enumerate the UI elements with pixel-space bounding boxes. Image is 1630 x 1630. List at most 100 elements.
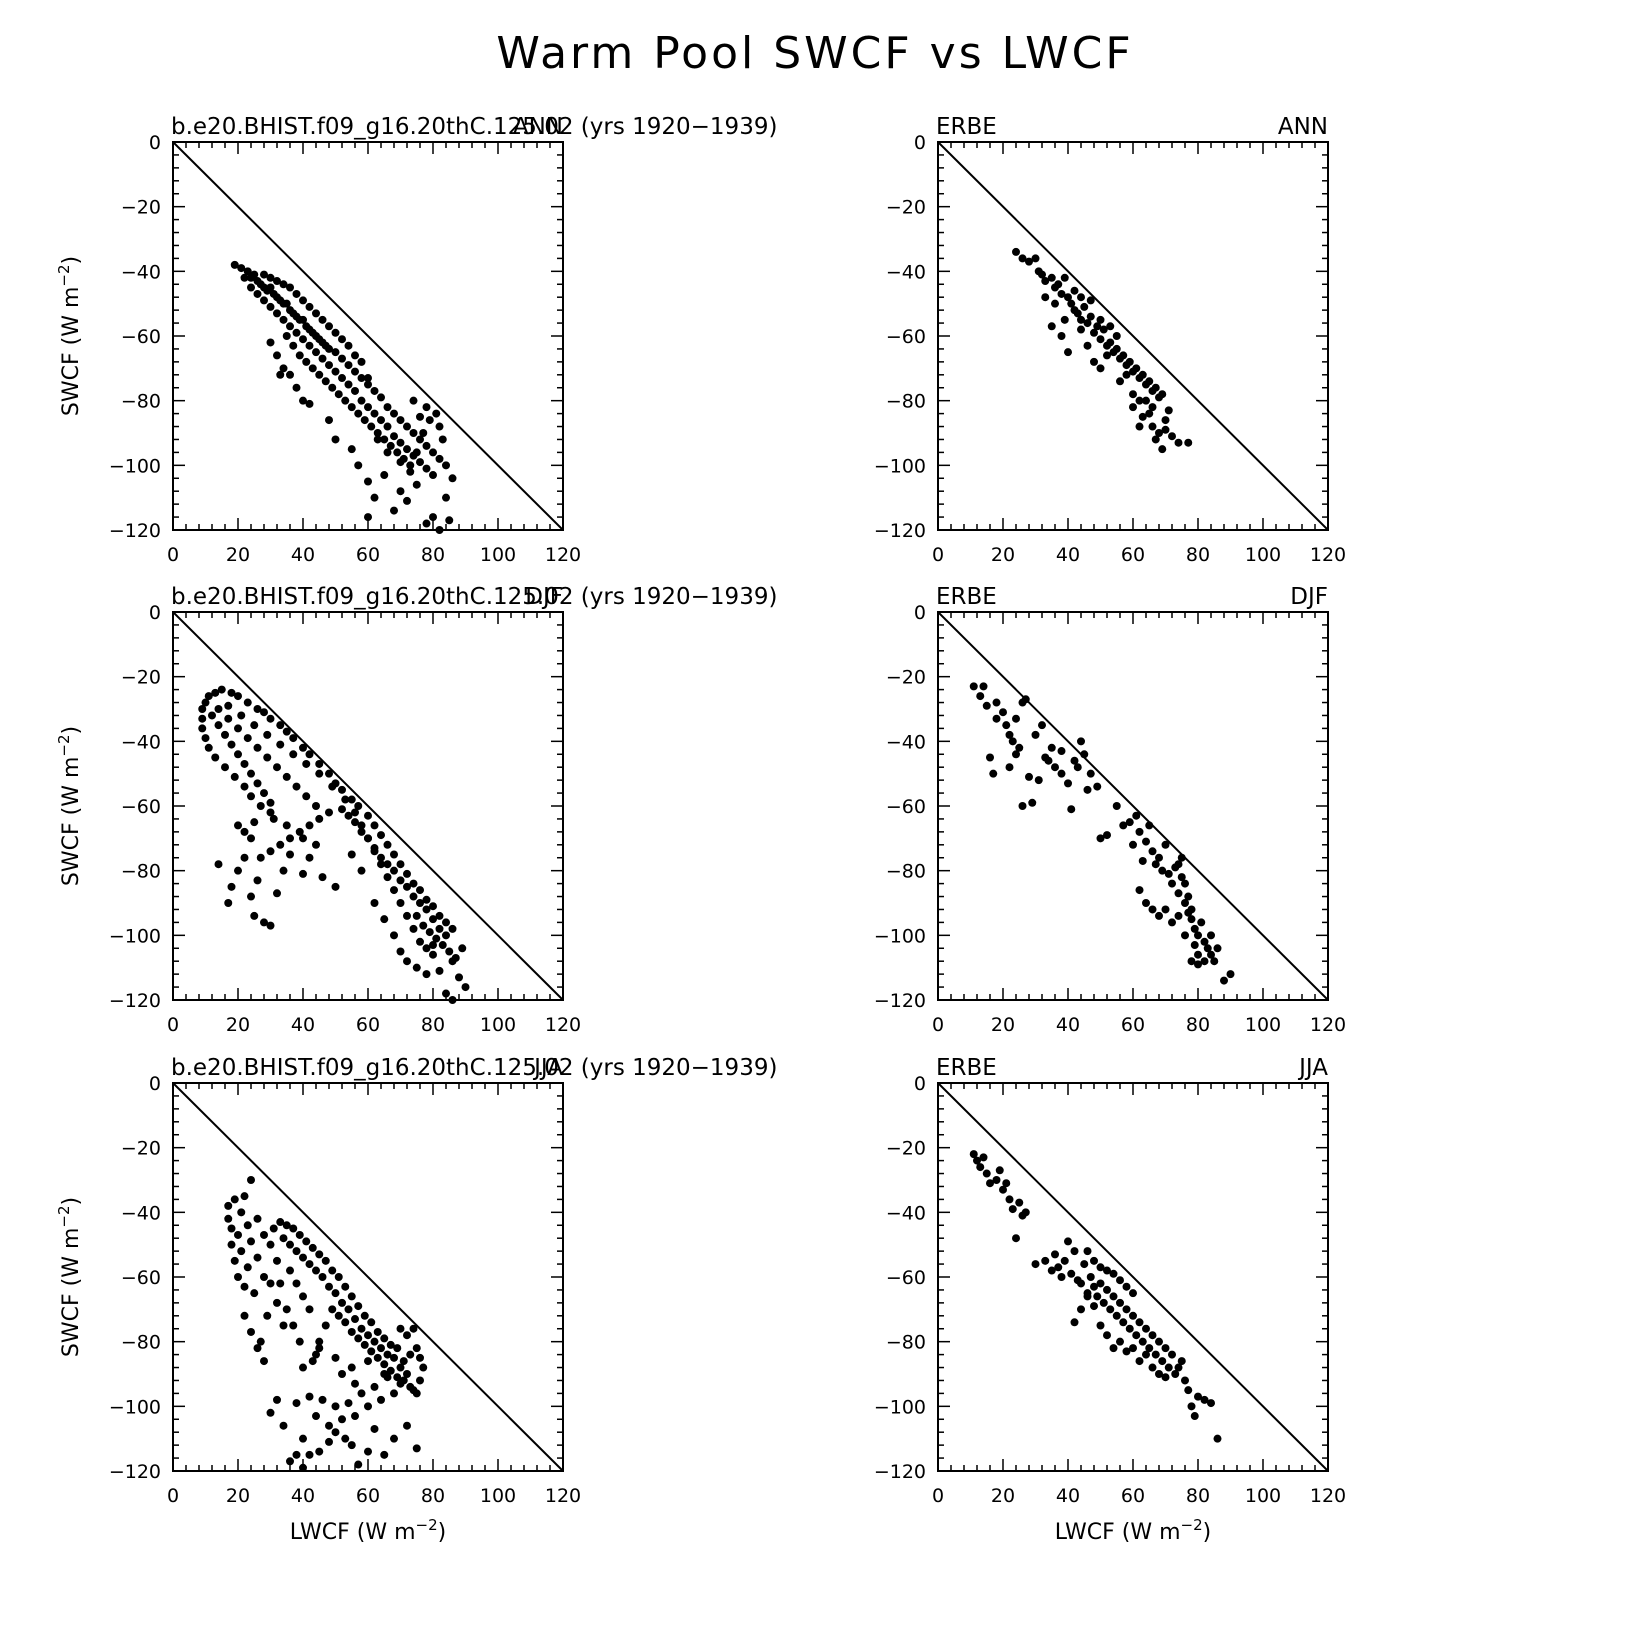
data-point [399,1357,408,1366]
data-point [273,1256,281,1265]
data-point [237,264,246,273]
panel-season-label: DJF [1290,584,1328,610]
y-tick-label: −20 [886,1138,926,1160]
data-point [344,1399,353,1408]
data-point [1086,1273,1095,1281]
y-tick-label: −100 [874,925,926,947]
data-point [341,396,350,405]
data-point [321,377,330,386]
data-point [409,892,418,901]
data-point [1207,931,1215,940]
data-point [1064,1237,1072,1246]
data-point [416,1376,424,1385]
data-point [325,1437,333,1446]
data-point [432,409,441,418]
data-point [429,513,437,522]
data-point [403,957,411,966]
data-point [383,422,392,431]
data-point [292,328,301,337]
y-tick-label: −120 [874,520,926,542]
data-point [243,1263,252,1272]
reference-line [172,141,564,531]
data-point [419,1363,428,1372]
data-point [211,688,220,697]
x-tick-label: 120 [545,1485,581,1507]
data-point [409,879,418,888]
data-point [1190,924,1199,933]
data-point [396,876,405,885]
data-point [351,808,359,817]
data-point [276,840,285,849]
y-axis-title: SWCF (W m−2) [55,256,84,416]
data-point [364,1447,372,1456]
x-tick-label: 120 [1310,1485,1346,1507]
data-point [312,840,320,849]
reference-line [937,1082,1329,1472]
data-point [403,1370,411,1378]
data-point [315,814,324,823]
x-axis-title: LWCF (W m−2) [1055,1516,1211,1545]
x-tick-label: 20 [991,544,1015,566]
data-point [328,1305,337,1314]
data-point [992,1176,1001,1184]
data-point [412,911,421,920]
data-point [305,853,314,862]
data-point [292,1247,301,1256]
data-point [256,853,265,862]
data-point [403,1421,411,1430]
data-point [292,289,301,298]
data-point [377,393,385,402]
reference-line [172,611,564,1001]
data-point [1158,1357,1167,1366]
data-point [1145,377,1154,386]
x-tick-label: 80 [1186,1014,1210,1036]
data-point [247,834,255,843]
data-point [403,445,411,454]
data-point [247,283,255,292]
data-point [1047,743,1056,752]
data-point [299,743,307,752]
data-point [347,1441,356,1450]
data-point [269,1224,278,1233]
x-tick-label: 0 [932,1485,944,1507]
data-point [1070,286,1079,295]
figure-title: Warm Pool SWCF vs LWCF [496,28,1134,79]
data-point [976,692,985,701]
data-point [1018,802,1027,810]
data-point [198,705,207,713]
x-axis-title-exponent: −2 [416,1516,438,1534]
data-point [230,260,239,269]
data-point [273,277,281,286]
data-point [299,1292,307,1301]
data-point [1161,416,1170,425]
data-point [354,1460,363,1469]
data-point [1122,1305,1131,1314]
data-point [1077,325,1085,334]
data-point [390,409,398,418]
data-point [393,1373,402,1382]
data-point [234,750,242,759]
data-point [1041,1256,1050,1265]
data-point [1083,341,1092,350]
data-point [266,808,275,817]
data-point [1164,1363,1173,1372]
data-point [451,953,460,962]
x-tick-label: 80 [421,1485,445,1507]
data-point [1177,1357,1186,1366]
y-tick-label: 0 [149,602,161,624]
data-point [299,1434,307,1443]
data-point [230,1256,239,1265]
data-point [1174,911,1183,920]
data-point [390,850,398,859]
data-point [1168,1350,1176,1359]
data-point [347,1327,356,1336]
data-point [1132,1331,1141,1340]
data-point [406,461,415,470]
data-point [234,1230,242,1239]
panel-left-label: b.e20.BHIST.f09_g16.20thC.125.02 (yrs 19… [171,584,777,610]
data-point [344,361,353,370]
data-point [1132,364,1141,373]
panel-season-label: DJF [525,584,563,610]
data-point [302,357,311,366]
y-tick-label: −40 [886,261,926,283]
